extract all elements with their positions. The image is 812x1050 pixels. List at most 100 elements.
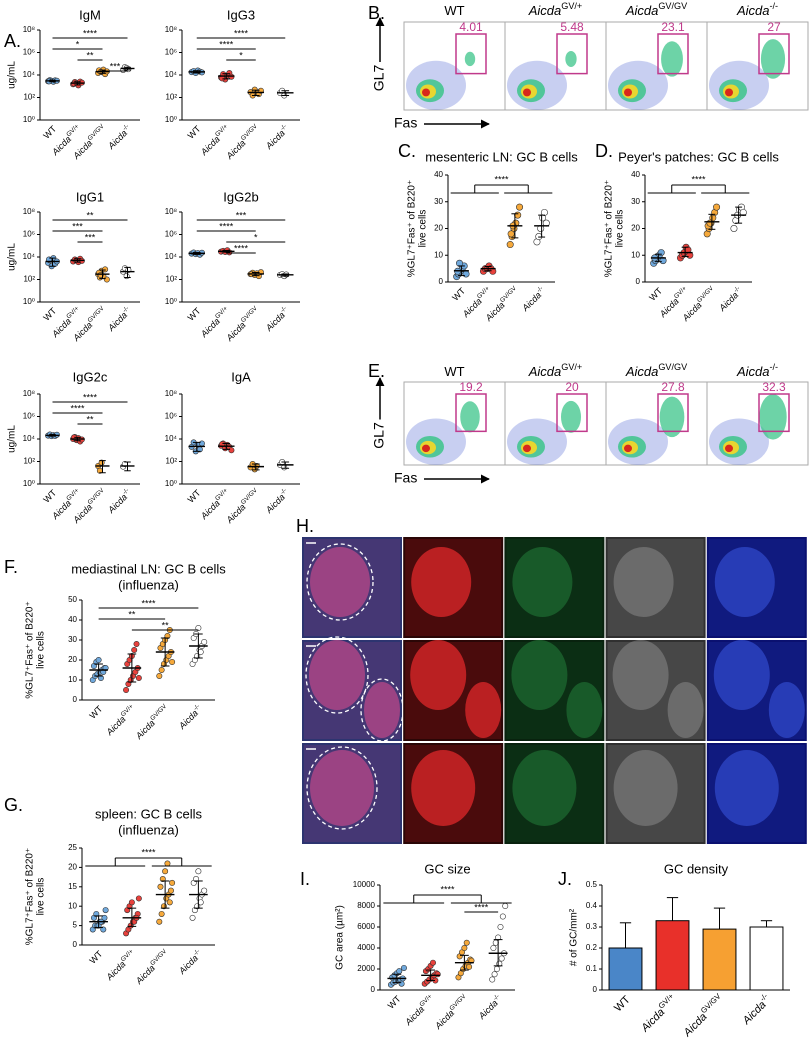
data-point bbox=[101, 914, 108, 921]
data-point bbox=[490, 944, 497, 951]
y-tick-label: 10⁸ bbox=[165, 207, 177, 216]
category-label: WT bbox=[88, 949, 105, 966]
category-label: AicdaGV/+ bbox=[636, 991, 680, 1035]
gate bbox=[455, 33, 487, 75]
data-point bbox=[434, 971, 441, 978]
category-label: Aicda-/- bbox=[736, 1, 778, 18]
category-label: AicdaGV/+ bbox=[402, 993, 437, 1028]
category-superscript: GV/GV bbox=[699, 991, 723, 1015]
y-tick-label: 30 bbox=[631, 197, 640, 206]
bracket-label: **** bbox=[234, 243, 249, 253]
category-superscript: GV/GV bbox=[87, 305, 107, 325]
germinal-center bbox=[309, 640, 365, 710]
data-point bbox=[95, 656, 102, 663]
data-point bbox=[100, 926, 107, 933]
category-superscript: GV/GV bbox=[87, 487, 107, 507]
data-point bbox=[507, 230, 515, 238]
category-label: WT bbox=[647, 286, 664, 303]
germinal-center bbox=[613, 750, 678, 826]
category-label: WT bbox=[444, 3, 464, 18]
category-label: WT bbox=[444, 364, 464, 379]
category-label: Aicda-/- bbox=[736, 362, 778, 379]
category-label: WT bbox=[42, 124, 59, 141]
y-tick-label: 10 bbox=[68, 901, 77, 910]
category-name: WT bbox=[42, 488, 59, 505]
data-point bbox=[135, 674, 142, 681]
category-superscript: -/- bbox=[192, 948, 201, 957]
data-point bbox=[400, 964, 407, 971]
chart-title: mesenteric LN: GC B cells bbox=[425, 149, 578, 164]
y-tick-label: 10⁴ bbox=[23, 252, 36, 261]
data-point bbox=[164, 860, 171, 867]
category-name: WT bbox=[88, 949, 105, 966]
y-tick-label: 0.2 bbox=[586, 943, 598, 952]
gc-population bbox=[464, 51, 476, 67]
gate-value: 27 bbox=[767, 20, 781, 34]
bracket-label: **** bbox=[494, 174, 509, 184]
y-tick-label: 40 bbox=[68, 615, 77, 624]
tissue-texture bbox=[607, 539, 704, 636]
category-superscript: GV/+ bbox=[65, 305, 80, 320]
data-point bbox=[516, 203, 524, 211]
y-tick-label: 10⁰ bbox=[165, 115, 177, 124]
category-label: AicdaGV/GV bbox=[223, 487, 262, 526]
chart-title: mediastinal LN: GC B cells bbox=[71, 561, 226, 576]
cell-density bbox=[624, 444, 632, 453]
gc-population bbox=[659, 396, 685, 438]
y-tick-label: 10⁰ bbox=[165, 479, 177, 488]
bracket-label: **** bbox=[83, 392, 98, 402]
data-point bbox=[497, 923, 504, 930]
cell-density bbox=[523, 444, 531, 453]
y-tick-label: 10⁶ bbox=[165, 230, 177, 239]
bracket-label: * bbox=[254, 232, 258, 242]
category-superscript: GV/+ bbox=[476, 285, 491, 300]
cell-density bbox=[725, 88, 733, 97]
germinal-center bbox=[713, 640, 770, 710]
y-tick-label: 0.5 bbox=[586, 880, 598, 889]
category-superscript: GV/GV bbox=[149, 948, 169, 968]
y-axis-label: live cells bbox=[36, 878, 47, 916]
germinal-center bbox=[512, 547, 573, 617]
data-point bbox=[463, 939, 470, 946]
category-name: Aicda bbox=[736, 3, 770, 18]
category-label: AicdaGV/GV bbox=[432, 993, 471, 1032]
gate bbox=[657, 393, 689, 433]
germinal-center bbox=[512, 750, 577, 826]
bracket-label: **** bbox=[219, 39, 234, 49]
category-name: Aicda bbox=[625, 3, 659, 18]
cell-density bbox=[422, 444, 430, 453]
y-tick-label: 20 bbox=[434, 224, 443, 233]
category-superscript: GV/GV bbox=[87, 123, 107, 143]
chart-title: GC density bbox=[664, 861, 729, 876]
panel-label: I. bbox=[300, 869, 310, 889]
data-point bbox=[466, 963, 473, 970]
tissue-texture bbox=[607, 745, 704, 842]
category-name: WT bbox=[42, 306, 59, 323]
y-axis-label: # of GC/mm² bbox=[569, 908, 580, 966]
gate bbox=[556, 393, 588, 433]
bracket-label: *** bbox=[236, 210, 247, 220]
category-superscript: GV/+ bbox=[214, 487, 229, 502]
category-superscript: GV/+ bbox=[214, 305, 229, 320]
gc-population bbox=[561, 400, 581, 433]
bracket-label: **** bbox=[474, 902, 489, 912]
chart-title: IgG1 bbox=[76, 189, 104, 204]
category-label: WT bbox=[186, 488, 203, 505]
data-point bbox=[228, 447, 235, 454]
category-superscript: -/- bbox=[121, 487, 130, 496]
category-label: WT bbox=[42, 306, 59, 323]
y-tick-label: 15 bbox=[68, 882, 77, 891]
x-axis-label: Fas bbox=[394, 115, 417, 131]
data-point bbox=[499, 913, 506, 920]
bar bbox=[749, 926, 784, 991]
category-name: WT bbox=[186, 488, 203, 505]
data-point bbox=[535, 233, 543, 241]
y-tick-label: 10⁴ bbox=[23, 70, 36, 79]
category-name: Aicda bbox=[740, 999, 769, 1028]
category-name: WT bbox=[612, 993, 633, 1014]
data-point bbox=[498, 955, 505, 962]
cell-density bbox=[523, 88, 531, 97]
data-point bbox=[201, 887, 208, 894]
category-superscript: GV/GV bbox=[499, 285, 519, 305]
data-point bbox=[135, 895, 142, 902]
